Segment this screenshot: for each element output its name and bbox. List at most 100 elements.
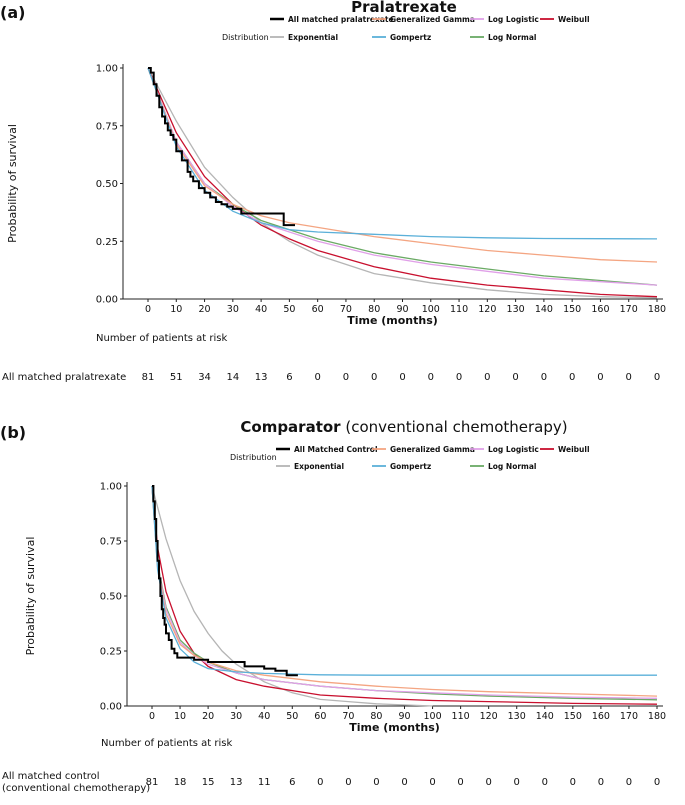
legend-label: Weibull — [558, 445, 590, 454]
legend-label: Log Normal — [488, 33, 537, 42]
y-tick-label: 0.75 — [96, 121, 118, 132]
risk-table-value: 0 — [456, 372, 462, 383]
risk-table-value: 0 — [343, 372, 349, 383]
panel-label: (a) — [0, 3, 25, 22]
y-tick-label: 0.25 — [96, 237, 118, 248]
chart-title-main: Pralatrexate — [351, 0, 457, 16]
x-tick-label: 140 — [535, 304, 553, 315]
x-tick-label: 0 — [145, 304, 151, 315]
x-tick-label: 120 — [480, 711, 498, 722]
risk-table-value: 0 — [569, 372, 575, 383]
chart-title: Pralatrexate — [351, 0, 457, 16]
x-tick-label: 70 — [340, 304, 352, 315]
x-tick-label: 30 — [230, 711, 242, 722]
chart-title-main: Comparator — [240, 418, 341, 436]
x-tick-label: 170 — [620, 304, 638, 315]
y-axis-label: Probability of survival — [6, 124, 19, 243]
legend-label: Gompertz — [390, 462, 431, 471]
series-log-normal — [147, 67, 658, 286]
x-tick-label: 170 — [620, 711, 638, 722]
risk-table-value: 18 — [174, 777, 187, 788]
risk-table-value: 0 — [654, 777, 660, 788]
series-gompertz — [147, 67, 658, 240]
x-tick-label: 110 — [450, 304, 468, 315]
risk-table-value: 0 — [371, 372, 377, 383]
x-tick-label: 110 — [452, 711, 470, 722]
risk-table-value: 0 — [399, 372, 405, 383]
risk-table-value: 6 — [286, 372, 292, 383]
x-tick-label: 90 — [398, 711, 410, 722]
series-generalized-gamma — [151, 485, 658, 697]
risk-table-value: 0 — [429, 777, 435, 788]
series-exponential — [147, 67, 658, 299]
risk-table-value: 11 — [258, 777, 271, 788]
x-tick-label: 180 — [648, 304, 666, 315]
x-tick-label: 80 — [370, 711, 382, 722]
risk-table-value: 0 — [570, 777, 576, 788]
risk-table-value: 0 — [598, 777, 604, 788]
x-tick-label: 30 — [227, 304, 239, 315]
x-tick-label: 140 — [536, 711, 554, 722]
risk-table-value: 0 — [485, 777, 491, 788]
risk-table-value: 0 — [314, 372, 320, 383]
risk-table-value: 0 — [541, 372, 547, 383]
x-tick-label: 180 — [648, 711, 666, 722]
risk-table-header: Number of patients at risk — [96, 333, 227, 344]
series-gompertz — [151, 485, 657, 676]
legend-label: Gompertz — [390, 33, 431, 42]
legend-label: Log Logistic — [488, 445, 539, 454]
legend-label: Exponential — [294, 462, 344, 471]
risk-table-header: Number of patients at risk — [101, 738, 232, 749]
risk-table-row-label: All matched control — [2, 771, 100, 782]
risk-table-row-label: All matched pralatrexate — [2, 372, 126, 383]
x-tick-label: 80 — [368, 304, 380, 315]
x-tick-label: 90 — [396, 304, 408, 315]
risk-table-value: 6 — [289, 777, 295, 788]
legend-label: Log Normal — [488, 462, 537, 471]
risk-table-value: 81 — [146, 777, 159, 788]
panel-b: (b) Comparator (conventional chemotherapy… — [0, 418, 666, 794]
risk-table-value: 0 — [428, 372, 434, 383]
series-kaplan-meier — [152, 485, 298, 677]
series-log-logistic — [147, 67, 658, 286]
legend-title: Distribution — [222, 33, 269, 42]
x-tick-label: 50 — [283, 304, 295, 315]
risk-table-value: 0 — [512, 372, 518, 383]
risk-table-value: 0 — [345, 777, 351, 788]
series-generalized-gamma — [147, 67, 658, 263]
y-tick-label: 1.00 — [96, 64, 118, 75]
risk-table-value: 0 — [514, 777, 520, 788]
risk-table-value: 0 — [542, 777, 548, 788]
series-weibull — [147, 67, 658, 298]
legend-label: Log Logistic — [488, 15, 539, 24]
x-tick-label: 50 — [286, 711, 298, 722]
risk-table-value: 51 — [170, 372, 183, 383]
x-tick-label: 60 — [314, 711, 326, 722]
risk-table-value: 0 — [401, 777, 407, 788]
x-tick-label: 20 — [202, 711, 214, 722]
series-kaplan-meier — [148, 67, 295, 227]
legend-label: Exponential — [288, 33, 338, 42]
legend-label: Generalized Gamma — [390, 445, 475, 454]
x-tick-label: 40 — [258, 711, 270, 722]
legend-label: All Matched Control — [294, 445, 378, 454]
x-axis-label: Time (months) — [349, 721, 440, 734]
risk-table-value: 81 — [142, 372, 155, 383]
x-tick-label: 40 — [255, 304, 267, 315]
x-tick-label: 100 — [423, 711, 441, 722]
risk-table-value: 0 — [626, 777, 632, 788]
y-tick-label: 0.50 — [96, 179, 118, 190]
y-tick-label: 0.75 — [100, 537, 122, 548]
x-tick-label: 120 — [478, 304, 496, 315]
x-tick-label: 60 — [312, 304, 324, 315]
y-tick-label: 0.25 — [100, 647, 122, 658]
risk-table-value: 0 — [373, 777, 379, 788]
series-weibull — [151, 485, 658, 705]
legend-label: All matched pralatrexate — [288, 15, 394, 24]
y-tick-label: 1.00 — [100, 482, 122, 493]
legend-label: Weibull — [558, 15, 590, 24]
series-log-logistic — [151, 485, 658, 699]
x-tick-label: 160 — [592, 711, 610, 722]
x-tick-label: 160 — [591, 304, 609, 315]
